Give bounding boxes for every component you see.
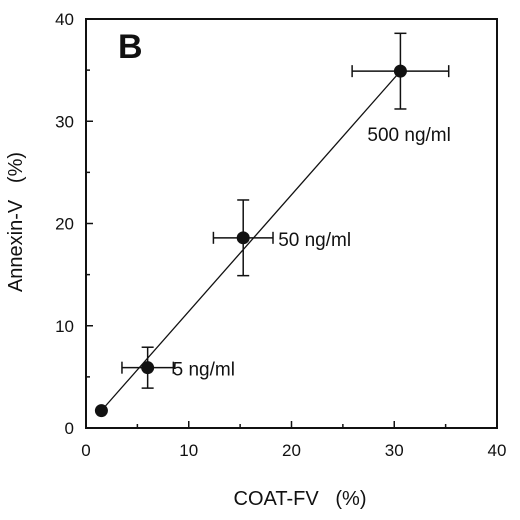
x-tick-label: 0 <box>81 441 90 460</box>
y-tick-label: 10 <box>55 317 74 336</box>
x-tick-label: 30 <box>385 441 404 460</box>
data-point <box>393 64 407 78</box>
regression-line <box>100 70 401 412</box>
y-tick-label: 30 <box>55 112 74 131</box>
x-tick-label: 40 <box>488 441 507 460</box>
axis-ticks: 0 10 20 30 40 0 10 20 30 40 <box>55 10 506 460</box>
y-axis-label: Annexin-V (%) <box>5 152 27 292</box>
error-bars <box>121 32 450 389</box>
data-points <box>94 64 407 418</box>
fit-line <box>100 70 401 412</box>
data-point <box>94 404 108 418</box>
data-point <box>141 361 155 375</box>
x-axis-label: COAT-FV (%) <box>234 488 367 510</box>
y-tick-label: 0 <box>65 419 74 438</box>
data-point <box>236 231 250 245</box>
y-tick-label: 20 <box>55 215 74 234</box>
point-label: 5 ng/ml <box>173 360 235 381</box>
point-label: 500 ng/ml <box>367 125 450 146</box>
x-tick-label: 10 <box>179 441 198 460</box>
panel-label: B <box>118 28 143 66</box>
x-tick-label: 20 <box>282 441 301 460</box>
y-tick-label: 40 <box>55 10 74 29</box>
point-labels: 5 ng/ml 50 ng/ml 500 ng/ml <box>173 125 451 381</box>
point-label: 50 ng/ml <box>278 230 351 251</box>
